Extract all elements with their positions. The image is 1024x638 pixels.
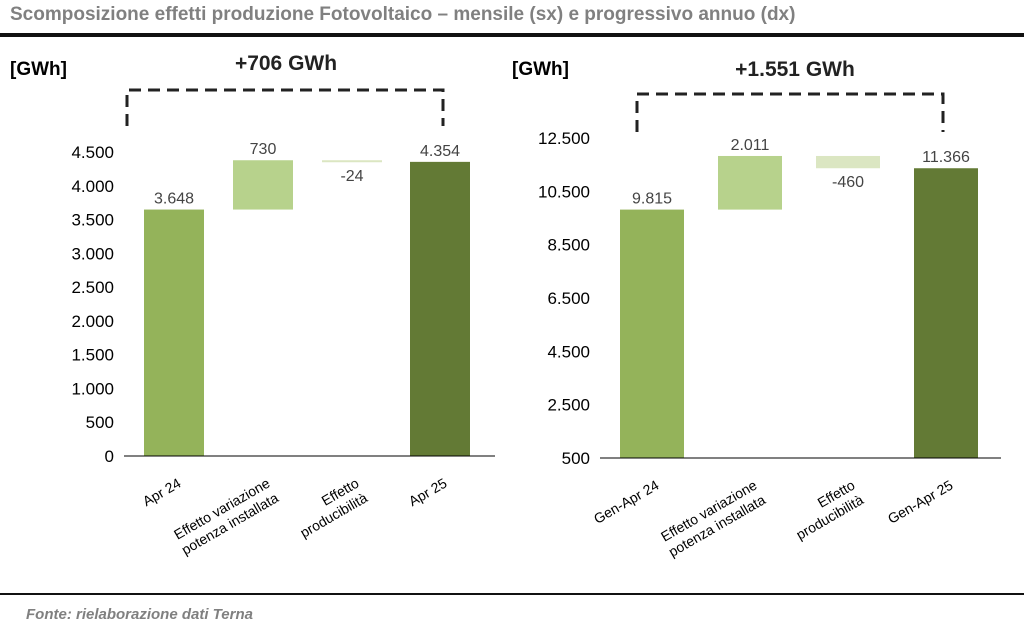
unit-label: [GWh]: [10, 59, 67, 80]
bar: [322, 160, 382, 163]
data-label: -460: [832, 174, 864, 191]
y-tick-label: 8.500: [547, 236, 590, 255]
waterfall-charts: [GWh] +706 GWh 0 500 1.000 1.500 2.000 2.500 3.0…: [10, 52, 1001, 560]
y-tick-label: 3.500: [71, 211, 114, 230]
data-label: 9.815: [632, 191, 672, 208]
source-note: Fonte: rielaborazione dati Terna: [26, 606, 253, 623]
x-tick-label: Effettoproducibilità: [785, 477, 866, 543]
bar: [233, 160, 293, 210]
x-tick-label: Effetto variazionepotenza installata: [170, 475, 281, 558]
x-tick-label: Effetto variazionepotenza installata: [657, 477, 768, 560]
delta-label: +1.551 GWh: [735, 58, 855, 81]
data-label: 730: [250, 141, 277, 158]
y-tick-label: 1.000: [71, 379, 114, 398]
x-tick-label-line: Apr 25: [406, 475, 450, 510]
unit-label: [GWh]: [512, 59, 569, 80]
bar: [914, 168, 978, 459]
y-tick-label: 2.500: [547, 396, 590, 415]
delta-label: +706 GWh: [235, 52, 337, 75]
y-tick-label: 500: [86, 413, 114, 432]
data-label: 3.648: [154, 191, 194, 208]
x-tick-label-line: Gen-Apr 24: [591, 477, 662, 527]
x-tick-label: Effettoproducibilità: [289, 475, 370, 541]
delta-bracket: [125, 88, 445, 126]
y-tick-label: 2.000: [71, 312, 114, 331]
bar: [144, 209, 204, 456]
data-label: 11.366: [922, 149, 970, 166]
data-label: -24: [340, 168, 363, 185]
x-tick-label: Apr 25: [406, 475, 450, 510]
chart-title: Scomposizione effetti produzione Fotovol…: [10, 4, 796, 25]
delta-bracket: [635, 92, 945, 132]
y-tick-label: 4.500: [71, 143, 114, 162]
bar: [816, 155, 880, 169]
x-tick-label: Apr 24: [140, 475, 184, 510]
y-tick-label: 500: [562, 449, 590, 468]
y-tick-label: 6.500: [547, 289, 590, 308]
y-tick-label: 10.500: [538, 182, 590, 201]
data-label: 2.011: [731, 137, 770, 154]
x-tick-label-line: Apr 24: [140, 475, 184, 510]
top-divider: [0, 33, 1024, 37]
bar: [620, 209, 684, 458]
x-tick-label-line: Gen-Apr 25: [885, 477, 956, 527]
y-tick-label: 3.000: [71, 244, 114, 263]
y-tick-label: 4.000: [71, 177, 114, 196]
y-tick-label: 4.500: [547, 342, 590, 361]
data-label: 4.354: [420, 143, 460, 160]
x-tick-label: Gen-Apr 24: [591, 477, 662, 527]
bottom-divider: [0, 593, 1024, 595]
y-tick-label: 12.500: [538, 129, 590, 148]
y-tick-label: 0: [105, 447, 114, 466]
x-tick-label: Gen-Apr 25: [885, 477, 956, 527]
bar: [410, 161, 470, 457]
y-tick-label: 2.500: [71, 278, 114, 297]
bar: [718, 155, 782, 210]
y-tick-label: 1.500: [71, 346, 114, 365]
